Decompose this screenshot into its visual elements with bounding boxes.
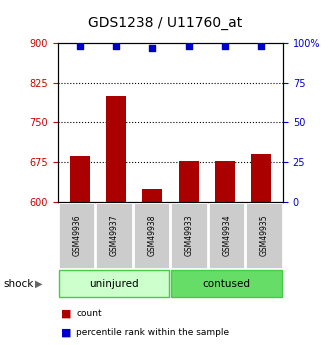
Text: GDS1238 / U11760_at: GDS1238 / U11760_at bbox=[88, 16, 243, 30]
Text: ■: ■ bbox=[61, 328, 72, 338]
Text: ■: ■ bbox=[61, 309, 72, 319]
Bar bbox=[251, 154, 271, 202]
Text: GSM49935: GSM49935 bbox=[260, 215, 269, 256]
Text: shock: shock bbox=[3, 279, 34, 289]
Text: percentile rank within the sample: percentile rank within the sample bbox=[76, 328, 229, 337]
Point bbox=[259, 43, 264, 49]
Bar bbox=[215, 161, 235, 202]
Text: GSM49933: GSM49933 bbox=[185, 215, 194, 256]
Text: GSM49937: GSM49937 bbox=[110, 215, 119, 256]
Point bbox=[222, 43, 228, 49]
Text: GSM49934: GSM49934 bbox=[222, 215, 231, 256]
Bar bbox=[179, 160, 199, 202]
Text: count: count bbox=[76, 309, 102, 318]
Bar bbox=[70, 156, 90, 202]
Text: uninjured: uninjured bbox=[89, 279, 139, 289]
Bar bbox=[142, 189, 162, 202]
Text: GSM49938: GSM49938 bbox=[147, 215, 156, 256]
Point bbox=[113, 43, 118, 49]
Text: contused: contused bbox=[203, 279, 251, 289]
Bar bbox=[106, 96, 126, 202]
Point bbox=[150, 45, 155, 51]
Point bbox=[186, 43, 191, 49]
Text: GSM49936: GSM49936 bbox=[72, 215, 81, 256]
Text: ▶: ▶ bbox=[35, 279, 42, 289]
Point bbox=[77, 43, 82, 49]
